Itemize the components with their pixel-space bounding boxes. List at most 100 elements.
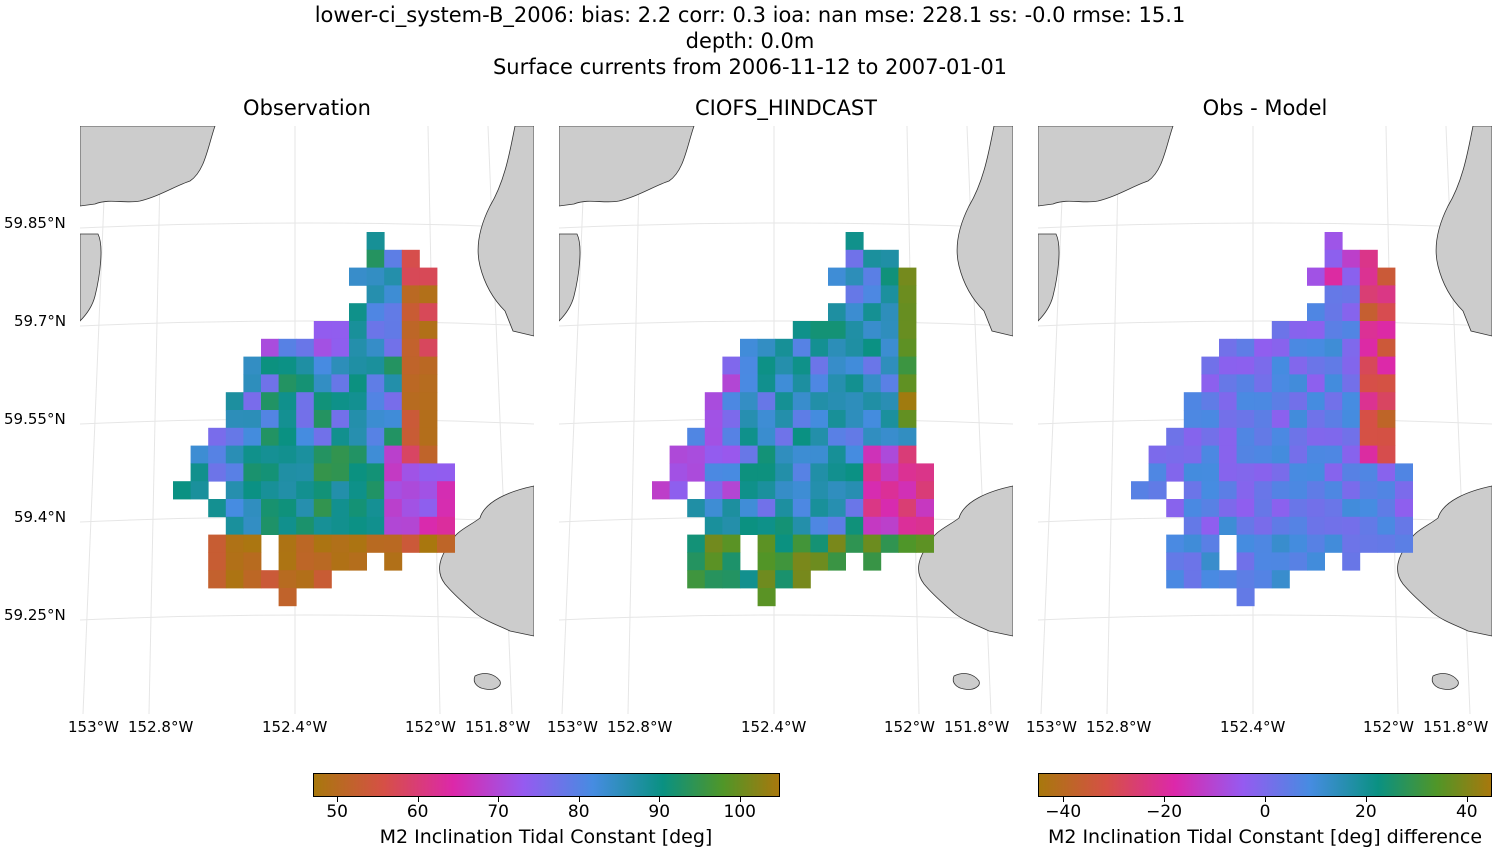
grid-cell	[296, 499, 315, 518]
grid-cell	[687, 499, 706, 518]
grid-cell	[1307, 481, 1325, 500]
grid-cell	[261, 427, 279, 446]
grid-cell	[1254, 516, 1273, 535]
grid-cell	[296, 410, 315, 429]
grid-cell	[916, 463, 934, 482]
grid-cell	[1271, 374, 1290, 393]
grid-cell	[828, 463, 846, 482]
grid-cell	[880, 321, 899, 340]
grid-cell	[401, 374, 420, 393]
lat-label-59.85: 59.85°N	[4, 214, 66, 232]
grid-cell	[331, 321, 350, 340]
grid-cell	[845, 516, 864, 535]
grid-cell	[704, 570, 723, 589]
grid-cell	[740, 427, 758, 446]
grid-cell	[1359, 516, 1378, 535]
grid-cell	[845, 285, 864, 304]
grid-cell	[740, 338, 758, 357]
grid-cell	[243, 392, 262, 411]
grid-cell	[916, 516, 934, 535]
grid-cell	[810, 552, 829, 571]
lat-label-59.7: 59.7°N	[14, 312, 67, 330]
grid-cell	[296, 356, 315, 375]
grid-cell	[704, 445, 723, 464]
grid-cell	[419, 481, 438, 500]
grid-cell	[331, 499, 350, 518]
grid-cell	[296, 534, 315, 553]
grid-cell	[828, 516, 846, 535]
grid-cell	[1324, 445, 1343, 464]
grid-cell	[1342, 463, 1361, 482]
grid-cell	[1377, 499, 1396, 518]
grid-cell	[1219, 374, 1237, 393]
grid-cell	[898, 303, 917, 322]
grid-cell	[261, 338, 279, 357]
map-canvas	[1038, 126, 1492, 714]
grid-cell	[828, 499, 846, 518]
grid-cell	[1254, 427, 1273, 446]
grid-cell	[278, 427, 297, 446]
grid-cell	[1359, 285, 1378, 304]
grid-cell	[1236, 445, 1255, 464]
land-mass	[918, 485, 1013, 637]
grid-cell	[401, 249, 420, 268]
grid-cell	[792, 374, 811, 393]
longitude-gridline	[561, 126, 587, 714]
grid-cell	[296, 481, 315, 500]
grid-cell	[898, 392, 917, 411]
grid-cell	[1359, 410, 1378, 429]
grid-cell	[1342, 356, 1361, 375]
grid-cell	[1324, 356, 1343, 375]
grid-cell	[349, 463, 367, 482]
grid-cell	[898, 338, 917, 357]
grid-cell	[1289, 516, 1308, 535]
grid-cell	[313, 410, 332, 429]
grid-cell	[775, 374, 794, 393]
grid-cell	[1307, 267, 1325, 286]
grid-cell	[898, 481, 917, 500]
grid-cell	[757, 410, 776, 429]
grid-cell	[384, 481, 403, 500]
grid-cell	[313, 356, 332, 375]
grid-cell	[740, 410, 758, 429]
panel-title-model: CIOFS_HINDCAST	[695, 96, 877, 120]
grid-cell	[349, 303, 367, 322]
grid-cell	[722, 552, 741, 571]
grid-cell	[1236, 392, 1255, 411]
grid-cell	[419, 534, 438, 553]
grid-cell	[898, 445, 917, 464]
grid-cell	[261, 499, 279, 518]
grid-cell	[704, 499, 723, 518]
grid-cell	[225, 463, 244, 482]
grid-cell	[1359, 249, 1378, 268]
latitude-gridline	[1038, 222, 1492, 229]
grid-cell	[1219, 410, 1237, 429]
grid-cell	[898, 534, 917, 553]
grid-cell	[792, 516, 811, 535]
suptitle-line-3: Surface currents from 2006-11-12 to 2007…	[492, 55, 1008, 79]
land-mass	[1038, 126, 1174, 207]
grid-cell	[366, 267, 385, 286]
grid-cell	[1324, 427, 1343, 446]
colorbar-tick-label: 20	[1355, 802, 1377, 822]
grid-cell	[775, 463, 794, 482]
grid-cell	[419, 392, 438, 411]
grid-cell	[1219, 516, 1237, 535]
grid-cell	[366, 374, 385, 393]
grid-cell	[863, 552, 882, 571]
grid-cell	[792, 463, 811, 482]
grid-cell	[845, 427, 864, 446]
grid-cell	[261, 410, 279, 429]
lon-label: 152°W	[884, 718, 935, 736]
grid-cell	[757, 374, 776, 393]
land-mass	[559, 126, 695, 207]
grid-cell	[704, 516, 723, 535]
grid-cell	[366, 392, 385, 411]
grid-cell	[278, 552, 297, 571]
grid-cell	[1377, 481, 1396, 500]
grid-cell	[1183, 534, 1202, 553]
grid-cell	[1254, 552, 1273, 571]
lon-label: 152.8°W	[128, 718, 194, 736]
grid-cell	[1342, 410, 1361, 429]
grid-cell	[863, 481, 882, 500]
